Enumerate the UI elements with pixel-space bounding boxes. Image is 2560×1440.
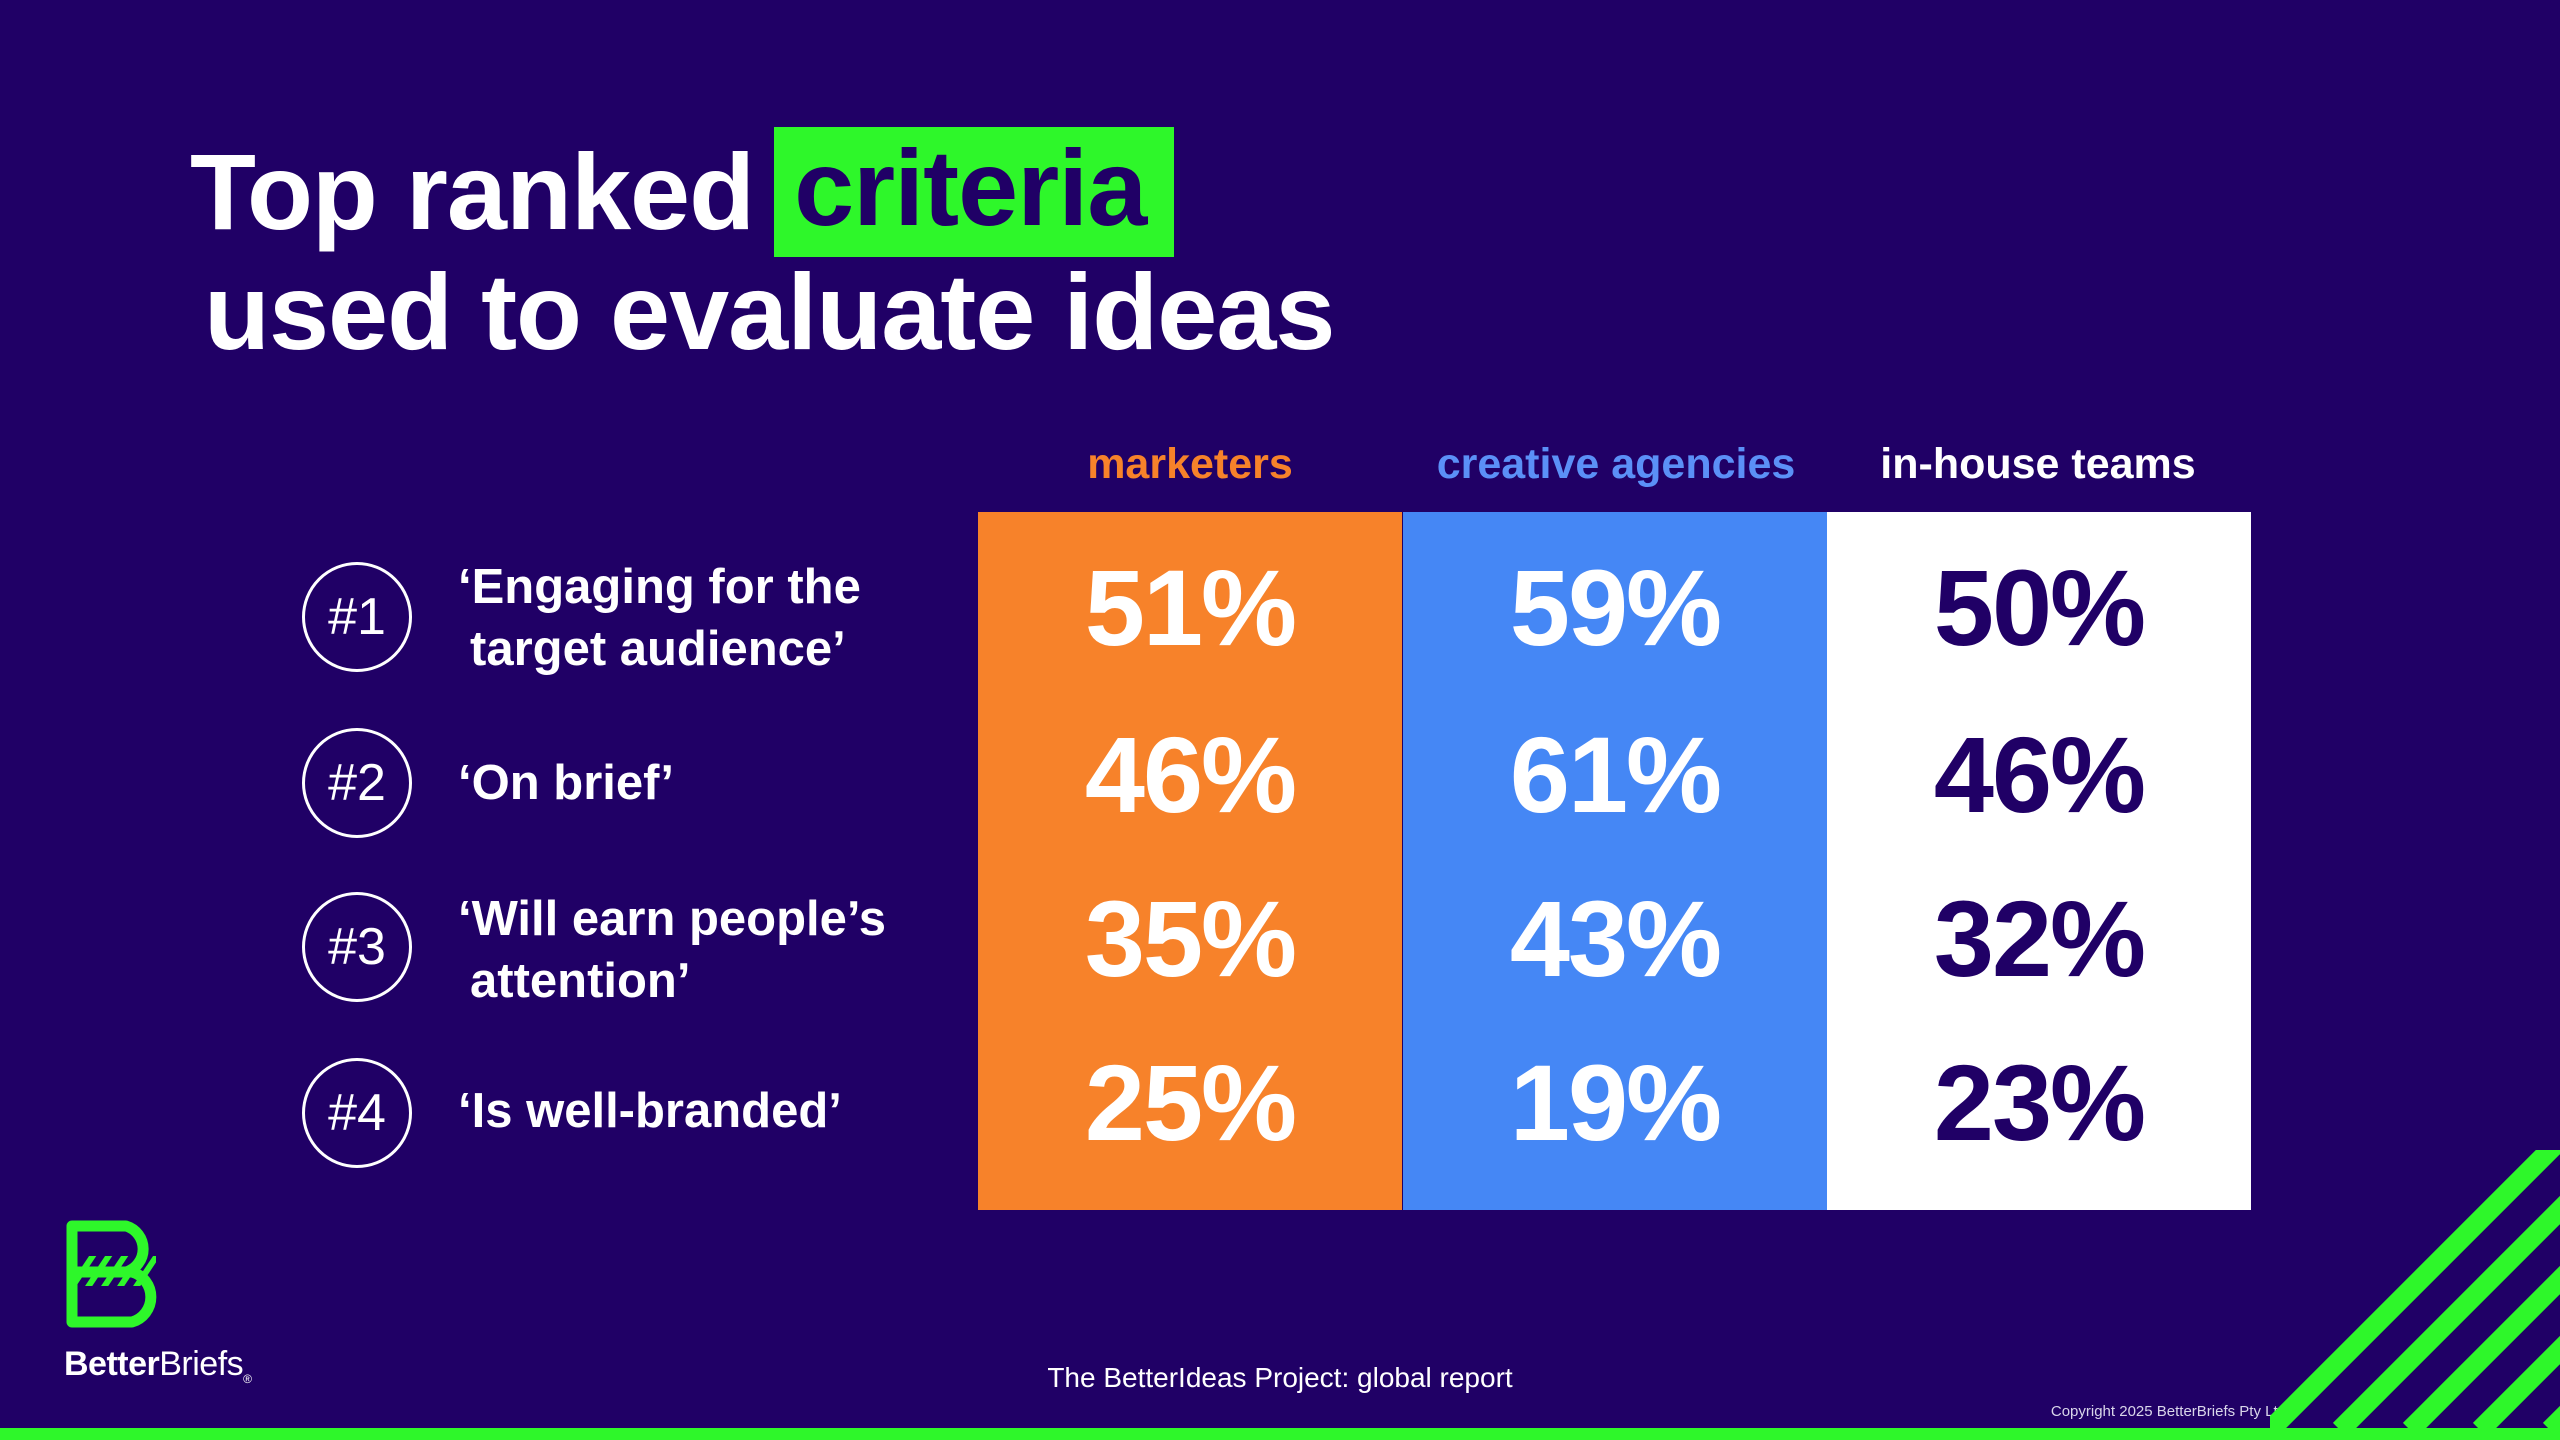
criterion-line2: target audience’ bbox=[470, 622, 846, 676]
footer-report-title: The BetterIdeas Project: global report bbox=[1047, 1362, 1513, 1393]
brand-mark: ® bbox=[243, 1371, 252, 1386]
title-prefix: Top ranked bbox=[190, 131, 755, 252]
column-marketers: 51% 46% 35% 25% bbox=[978, 512, 1402, 1210]
criterion-line2: attention’ bbox=[470, 954, 691, 1008]
title-highlight: criteria bbox=[774, 127, 1175, 257]
criterion-line1: ‘Will earn people’s bbox=[458, 892, 886, 946]
brand-bold: Better bbox=[64, 1345, 160, 1383]
criterion-line1: ‘On brief’ bbox=[458, 756, 674, 810]
value-cell: 43% bbox=[1509, 878, 1722, 999]
criterion-label: ‘Will earn people’s attention’ bbox=[458, 888, 958, 1012]
value-cell: 46% bbox=[1084, 714, 1297, 835]
column-in-house-teams: 50% 46% 32% 23% bbox=[1827, 512, 2251, 1210]
value-cell: 25% bbox=[1084, 1042, 1297, 1163]
column-header-marketers: marketers bbox=[1087, 440, 1293, 488]
copyright-text: Copyright 2025 BetterBriefs Pty Ltd bbox=[2050, 1403, 2286, 1420]
rank-badge: #3 bbox=[302, 892, 412, 1002]
decorative-stripes-icon bbox=[2270, 1150, 2560, 1430]
brand-light: Briefs bbox=[159, 1345, 244, 1383]
title-line2: used to evaluate ideas bbox=[204, 251, 1335, 372]
column-header-creative-agencies: creative agencies bbox=[1436, 440, 1796, 488]
criterion-label: ‘On brief’ bbox=[458, 752, 958, 814]
rank-badge: #2 bbox=[302, 728, 412, 838]
rank-badge: #1 bbox=[302, 562, 412, 672]
value-cell: 51% bbox=[1084, 547, 1297, 668]
betterbriefs-logo-icon bbox=[66, 1220, 157, 1328]
criterion-line1: ‘Is well-branded’ bbox=[458, 1084, 842, 1138]
value-cell: 35% bbox=[1084, 878, 1297, 999]
value-cell: 23% bbox=[1933, 1042, 2146, 1163]
column-header-in-house-teams: in-house teams bbox=[1880, 440, 2196, 488]
slide-title: Top ranked criteria used to evaluate ide… bbox=[190, 127, 1335, 376]
brand-wordmark: BetterBriefs® bbox=[64, 1344, 252, 1399]
criterion-line1: ‘Engaging for the bbox=[458, 560, 861, 614]
value-cell: 59% bbox=[1509, 547, 1722, 668]
criterion-label: ‘Engaging for the target audience’ bbox=[458, 556, 958, 680]
bottom-accent-bar bbox=[0, 1428, 2560, 1440]
rank-badge: #4 bbox=[302, 1058, 412, 1168]
criterion-label: ‘Is well-branded’ bbox=[458, 1080, 958, 1142]
value-cell: 50% bbox=[1933, 547, 2146, 668]
value-cell: 19% bbox=[1509, 1042, 1722, 1163]
value-cell: 32% bbox=[1933, 878, 2146, 999]
value-cell: 46% bbox=[1933, 714, 2146, 835]
value-cell: 61% bbox=[1509, 714, 1722, 835]
column-creative-agencies: 59% 61% 43% 19% bbox=[1403, 512, 1827, 1210]
